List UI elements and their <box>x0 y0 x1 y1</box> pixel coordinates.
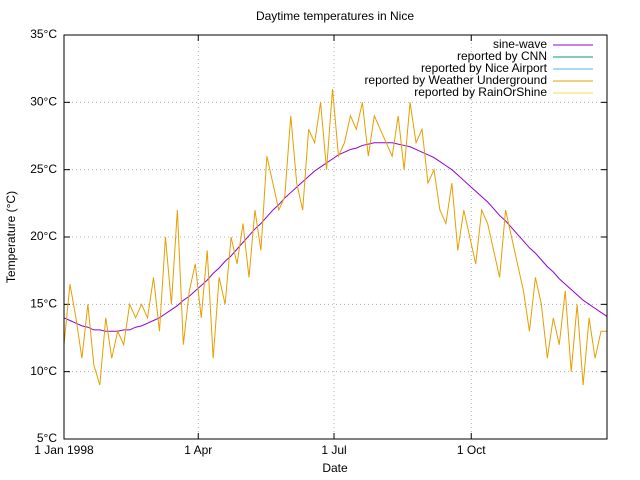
y-tick-label: 30°C <box>30 95 57 109</box>
x-tick-label: 1 Oct <box>457 443 486 457</box>
x-tick-label: 1 Apr <box>184 443 212 457</box>
legend-label: sine-wave <box>493 37 547 51</box>
series-line <box>63 88 607 386</box>
y-tick-label: 35°C <box>30 27 57 41</box>
x-tick-label: 1 Jul <box>321 443 346 457</box>
y-tick-label: 25°C <box>30 162 57 176</box>
legend-label: reported by RainOrShine <box>414 85 547 99</box>
series-line <box>63 142 608 332</box>
x-tick-label: 1 Jan 1998 <box>34 443 94 457</box>
y-tick-label: 20°C <box>30 229 57 243</box>
chart-title: Daytime temperatures in Nice <box>256 9 414 23</box>
y-axis-label: Temperature (°C) <box>4 191 18 283</box>
legend-label: reported by Nice Airport <box>421 61 548 75</box>
legend-label: reported by CNN <box>457 49 547 63</box>
y-tick-label: 15°C <box>30 297 57 311</box>
plot-border <box>63 34 608 440</box>
legend-label: reported by Weather Underground <box>364 73 547 87</box>
y-tick-label: 10°C <box>30 364 57 378</box>
y-tick-label: 5°C <box>37 431 57 445</box>
x-axis-label: Date <box>322 461 348 475</box>
